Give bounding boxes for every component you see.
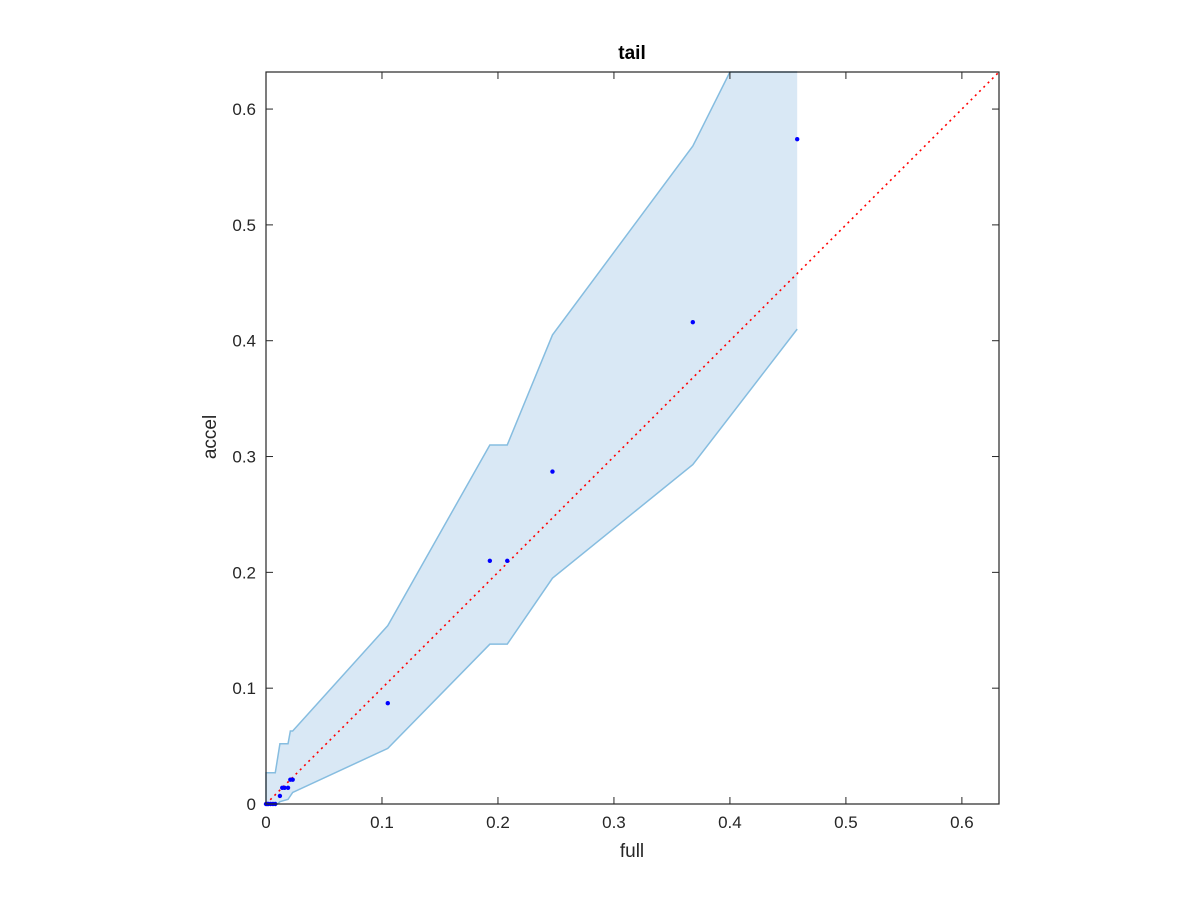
x-tick-label: 0.4 — [718, 813, 742, 832]
x-tick-label: 0.5 — [834, 813, 858, 832]
axis-labels-layer: tail full accel — [200, 43, 646, 862]
confidence-band-layer — [265, 71, 798, 805]
data-point — [290, 777, 295, 782]
reference-line-layer — [265, 71, 1000, 805]
x-tick-label: 0.3 — [602, 813, 626, 832]
data-point — [550, 469, 555, 474]
data-point — [385, 701, 390, 706]
x-axis-title: full — [620, 841, 644, 862]
y-tick-label: 0.4 — [232, 332, 256, 351]
confidence-band-fill — [266, 72, 798, 804]
y-axis-title: accel — [200, 415, 221, 459]
axes-box — [265, 71, 1000, 805]
y-tick-label: 0.1 — [232, 679, 256, 698]
x-tick-label: 0.1 — [370, 813, 394, 832]
scatter-points-layer — [263, 136, 800, 807]
confidence-band-lower — [266, 328, 798, 805]
data-point — [794, 136, 800, 142]
data-point — [285, 785, 291, 790]
axes-layer: 0 0.1 0.2 0.3 0.4 0.5 0.6 0 0.1 0.2 0.3 0.4 0.5 0.6 — [232, 71, 1000, 832]
y-tick-label: 0.3 — [232, 448, 256, 467]
data-point — [487, 558, 493, 563]
data-point — [277, 793, 283, 799]
x-tick-label: 0 — [261, 813, 270, 832]
confidence-band-upper — [265, 71, 798, 804]
data-point — [505, 558, 510, 563]
data-point — [690, 319, 696, 325]
x-tick-label: 0.2 — [486, 813, 510, 832]
data-point — [282, 785, 287, 790]
y-tick-label: 0.2 — [232, 563, 256, 582]
reference-line — [265, 71, 1000, 805]
y-tick-label: 0.6 — [232, 100, 256, 119]
y-tick-label: 0.5 — [232, 216, 256, 235]
y-tick-label: 0 — [247, 795, 256, 814]
x-tick-label: 0.6 — [950, 813, 974, 832]
chart-title: tail — [618, 43, 645, 64]
